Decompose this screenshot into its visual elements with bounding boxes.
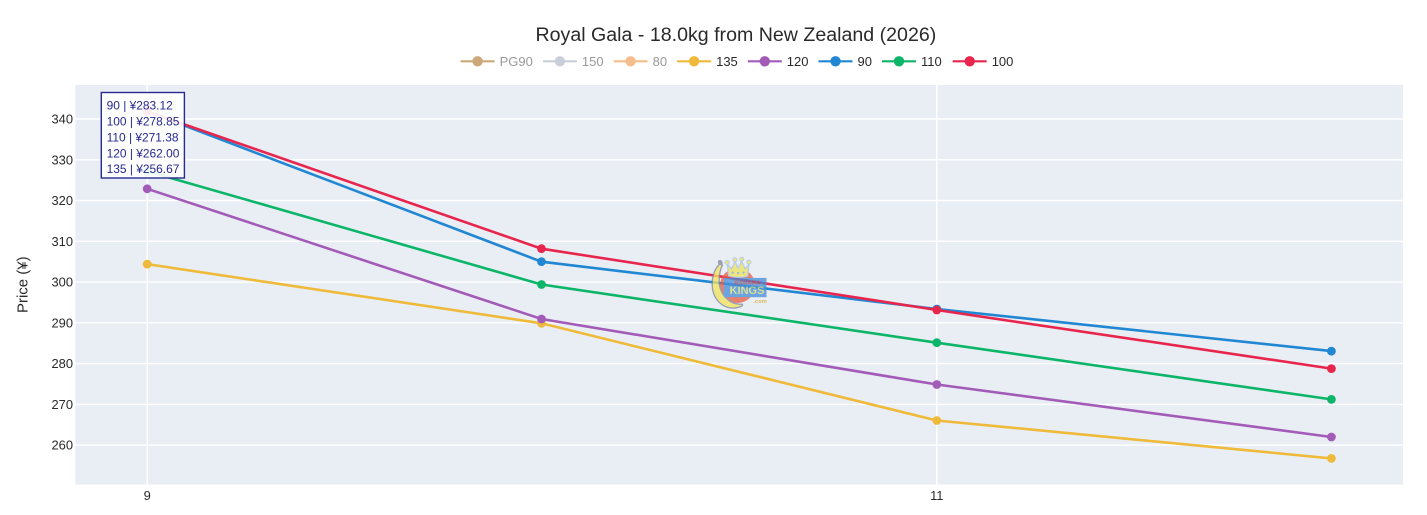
svg-text:90: 90 bbox=[858, 54, 872, 69]
svg-text:310: 310 bbox=[51, 234, 73, 249]
svg-text:300: 300 bbox=[51, 275, 73, 290]
svg-text:290: 290 bbox=[51, 315, 73, 330]
svg-text:Price (¥): Price (¥) bbox=[15, 256, 32, 313]
svg-text:Royal Gala - 18.0kg from New Z: Royal Gala - 18.0kg from New Zealand (20… bbox=[536, 24, 937, 46]
svg-text:260: 260 bbox=[51, 438, 73, 453]
svg-text:11: 11 bbox=[930, 488, 943, 503]
svg-text:110: 110 bbox=[921, 54, 942, 69]
svg-text:120 | ¥262.00: 120 | ¥262.00 bbox=[107, 146, 180, 160]
svg-text:110 | ¥271.38: 110 | ¥271.38 bbox=[107, 130, 179, 144]
svg-text:9: 9 bbox=[144, 488, 151, 503]
svg-text:KINGS: KINGS bbox=[730, 285, 765, 297]
svg-text:120: 120 bbox=[787, 54, 809, 69]
svg-text:280: 280 bbox=[51, 356, 73, 371]
svg-text:135: 135 bbox=[716, 54, 738, 69]
svg-text:135 | ¥256.67: 135 | ¥256.67 bbox=[107, 162, 180, 176]
svg-text:100 | ¥278.85: 100 | ¥278.85 bbox=[107, 115, 180, 129]
svg-text:.com: .com bbox=[753, 299, 767, 305]
svg-text:150: 150 bbox=[582, 54, 604, 69]
svg-text:80: 80 bbox=[653, 54, 667, 69]
svg-text:340: 340 bbox=[51, 112, 73, 127]
svg-text:320: 320 bbox=[51, 193, 73, 208]
svg-text:270: 270 bbox=[51, 397, 73, 412]
svg-text:PG90: PG90 bbox=[500, 54, 533, 69]
svg-text:90 | ¥283.12: 90 | ¥283.12 bbox=[107, 99, 174, 113]
svg-text:100: 100 bbox=[992, 54, 1014, 69]
svg-text:330: 330 bbox=[51, 152, 73, 167]
svg-text:BANANA: BANANA bbox=[734, 280, 760, 286]
